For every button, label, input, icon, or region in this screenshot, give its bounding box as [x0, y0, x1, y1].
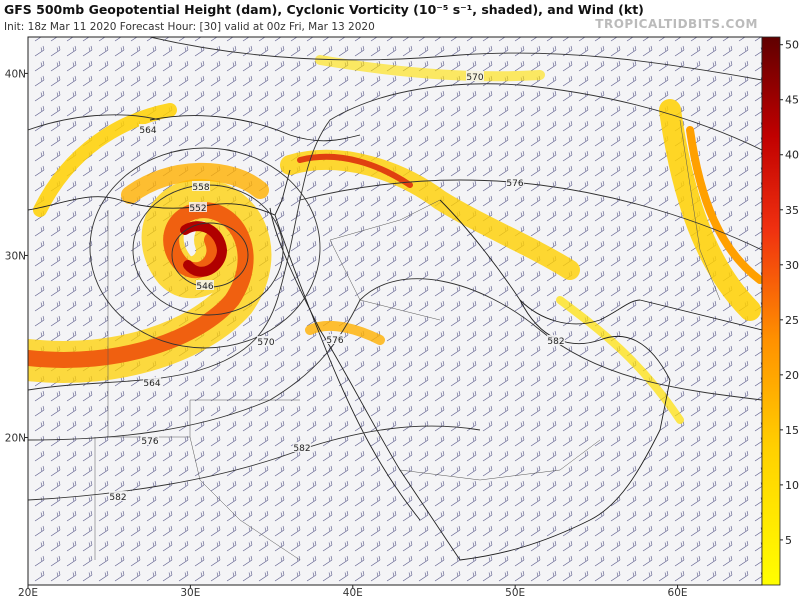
- contour-label: 564: [139, 126, 156, 136]
- map-area: 570 564 558 552 546 576 570 576 582 564 576 582 582: [28, 37, 762, 585]
- contour-label: 576: [326, 336, 343, 346]
- contour-label-bg: [141, 435, 159, 445]
- contour-label-bg: [109, 491, 127, 501]
- contour-label-bg: [139, 124, 157, 134]
- contour-label: 570: [257, 338, 274, 348]
- colorbar-label: 25: [785, 314, 799, 327]
- lat-label: 20N: [5, 433, 26, 445]
- contour-label: 582: [547, 337, 564, 347]
- contour-label-bg: [192, 181, 210, 191]
- site-label: TROPICALTIDBITS.COM: [595, 17, 758, 31]
- contour-label: 552: [189, 204, 206, 214]
- lon-label: 60E: [668, 587, 688, 599]
- colorbar-label: 50: [785, 39, 799, 52]
- colorbar-label: 40: [785, 149, 799, 162]
- contour-label-bg: [257, 336, 275, 346]
- colorbar-label: 45: [785, 94, 799, 107]
- contour-label-bg: [506, 177, 524, 187]
- contour-label-bg: [466, 71, 484, 81]
- contour-label-bg: [196, 280, 214, 290]
- lon-label: 20E: [18, 587, 38, 599]
- height-contours: [28, 37, 762, 501]
- contour-label: 576: [506, 179, 523, 189]
- lon-label: 50E: [505, 587, 525, 599]
- contour-label: 570: [466, 73, 483, 83]
- colorbar-label: 35: [785, 204, 799, 217]
- contour-label: 582: [109, 493, 126, 503]
- colorbar-label: 15: [785, 424, 799, 437]
- labels: 20E 30E 40E 50E 60E 40N 30N 20N 5 10 15 20 25 30 35 40 4…: [5, 39, 799, 599]
- contour-label-bg: [547, 335, 565, 345]
- contour-label: 576: [141, 437, 158, 447]
- contour-label: 564: [143, 379, 160, 389]
- lon-label: 30E: [180, 587, 200, 599]
- lon-label: 40E: [343, 587, 363, 599]
- contour-label-bg: [143, 377, 161, 387]
- contour-labels: 570 564 558 552 546 576 570 576 582 564 576 582 582: [109, 71, 565, 503]
- contour-label: 546: [196, 282, 213, 292]
- colorbar-label: 30: [785, 259, 799, 272]
- coastlines: [28, 115, 762, 585]
- colorbar: [761, 36, 781, 586]
- colorbar-label: 10: [785, 479, 799, 492]
- contour-label: 582: [293, 444, 310, 454]
- map-subtitle: Init: 18z Mar 11 2020 Forecast Hour: [30…: [4, 21, 375, 33]
- contour-label: 558: [192, 183, 209, 193]
- lat-label: 30N: [5, 250, 26, 262]
- contour-label-bg: [189, 202, 207, 212]
- contour-label-bg: [293, 442, 311, 452]
- map-title: GFS 500mb Geopotential Height (dam), Cyc…: [4, 2, 644, 17]
- lat-label: 40N: [5, 68, 26, 80]
- contour-label-bg: [326, 334, 344, 344]
- colorbar-label: 5: [785, 534, 792, 547]
- colorbar-label: 20: [785, 369, 799, 382]
